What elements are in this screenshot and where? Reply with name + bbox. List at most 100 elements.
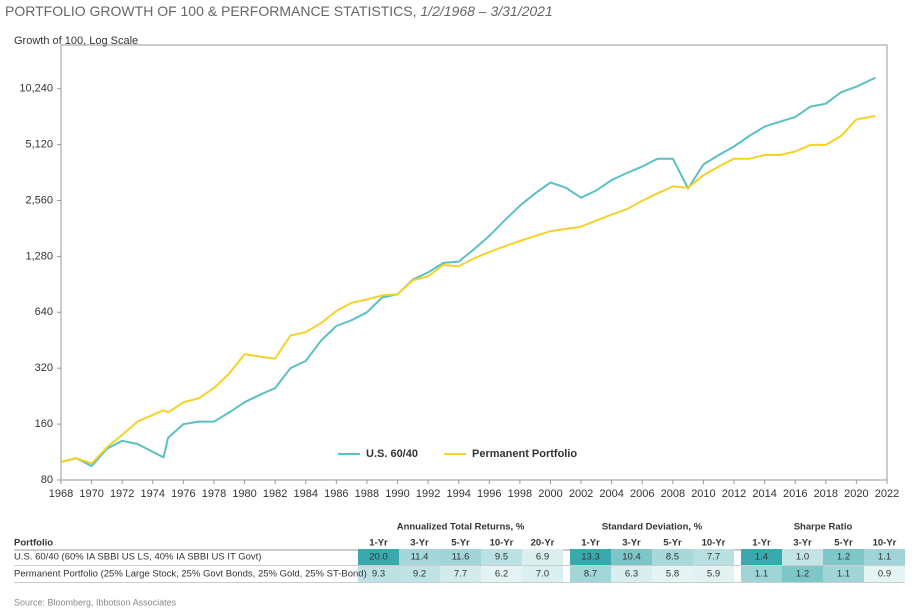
table-cell — [652, 566, 693, 582]
table-cell — [864, 566, 905, 582]
x-tick-label: 2002 — [569, 488, 593, 500]
table-column-header: 5-Yr — [663, 538, 682, 549]
table-column-header: 3-Yr — [410, 538, 429, 549]
table-value: 8.5 — [666, 552, 679, 563]
x-tick-label: 2010 — [691, 488, 715, 500]
x-tick-label: 2012 — [722, 488, 746, 500]
table-column-header: 1-Yr — [369, 538, 388, 549]
table-value: 7.0 — [536, 569, 549, 580]
table-column-header: 10-Yr — [490, 538, 514, 549]
table-cell — [522, 549, 563, 565]
x-tick-label: 1970 — [79, 488, 103, 500]
table-row-name: Permanent Portfolio (25% Large Stock, 25… — [14, 569, 367, 580]
table-row-header: Portfolio — [14, 538, 53, 549]
table-cell — [481, 566, 522, 582]
table-value: 13.3 — [581, 552, 600, 563]
legend-label: Permanent Portfolio — [472, 448, 577, 460]
x-tick-label: 2020 — [844, 488, 868, 500]
x-tick-label: 1982 — [263, 488, 287, 500]
table-row-name: U.S. 60/40 (60% IA SBBI US LS, 40% IA SB… — [14, 552, 261, 563]
title-dates: 1/2/1968 – 3/31/2021 — [420, 3, 552, 19]
table-column-header: 1-Yr — [752, 538, 771, 549]
table-cell — [481, 549, 522, 565]
x-tick-label: 1976 — [171, 488, 195, 500]
x-tick-label: 1978 — [202, 488, 226, 500]
table-cell — [823, 549, 864, 565]
y-axis-label: Growth of 100, Log Scale — [14, 35, 138, 47]
y-tick-label: 320 — [35, 362, 53, 374]
x-tick-label: 1996 — [477, 488, 501, 500]
table-cell — [570, 549, 611, 565]
table-cell — [358, 549, 399, 565]
table-column-header: 10-Yr — [873, 538, 897, 549]
table-value: 1.2 — [837, 552, 850, 563]
table-value: 1.4 — [755, 552, 768, 563]
table-value: 10.4 — [622, 552, 641, 563]
table-cell — [741, 566, 782, 582]
table-value: 9.3 — [372, 569, 385, 580]
x-tick-label: 1994 — [446, 488, 470, 500]
table-column-header: 5-Yr — [834, 538, 853, 549]
table-value: 1.1 — [755, 569, 768, 580]
table-cell — [522, 566, 563, 582]
x-tick-label: 2014 — [752, 488, 776, 500]
table-value: 1.1 — [878, 552, 891, 563]
source: Source: Bloomberg, Ibbotson Associates — [14, 597, 177, 607]
x-tick-label: 1968 — [49, 488, 73, 500]
table-value: 8.7 — [584, 569, 597, 580]
x-tick-label: 2016 — [783, 488, 807, 500]
table-value: 6.2 — [495, 569, 508, 580]
table-cell — [864, 549, 905, 565]
table-column-header: 3-Yr — [793, 538, 812, 549]
table-value: 6.9 — [536, 552, 549, 563]
table-cell — [693, 549, 734, 565]
x-tick-label: 2000 — [538, 488, 562, 500]
table-column-header: 10-Yr — [702, 538, 726, 549]
table-group-header: Annualized Total Returns, % — [397, 522, 525, 533]
y-tick-label: 160 — [35, 418, 53, 430]
table-value: 11.6 — [452, 552, 470, 563]
x-tick-label: 2022 — [875, 488, 899, 500]
x-tick-label: 1986 — [324, 488, 348, 500]
table-value: 9.5 — [495, 552, 508, 563]
x-tick-label: 2006 — [630, 488, 654, 500]
table-value: 5.9 — [707, 569, 720, 580]
title-main: PORTFOLIO GROWTH OF 100 & PERFORMANCE ST… — [5, 3, 420, 19]
x-tick-label: 1990 — [385, 488, 409, 500]
table-cell — [399, 549, 440, 565]
table-cell — [570, 566, 611, 582]
table-value: 1.2 — [796, 569, 809, 580]
legend-label: U.S. 60/40 — [366, 448, 418, 460]
y-tick-label: 1,280 — [25, 250, 53, 262]
table-value: 20.0 — [369, 552, 388, 563]
table-cell — [693, 566, 734, 582]
x-tick-label: 1998 — [508, 488, 532, 500]
table-value: 5.8 — [666, 569, 679, 580]
y-tick-label: 5,120 — [25, 138, 53, 150]
table-group-header: Standard Deviation, % — [602, 522, 703, 533]
table-column-header: 1-Yr — [581, 538, 600, 549]
table-column-header: 3-Yr — [622, 538, 641, 549]
series-line — [60, 76, 876, 468]
table-cell — [611, 566, 652, 582]
table-value: 6.3 — [625, 569, 638, 580]
table-cell — [358, 566, 399, 582]
table-value: 0.9 — [878, 569, 891, 580]
table-value: 7.7 — [454, 569, 467, 580]
table-value: 7.7 — [707, 552, 720, 563]
plot-frame — [60, 44, 888, 481]
table-column-header: 20-Yr — [531, 538, 555, 549]
table-group-header: Sharpe Ratio — [794, 522, 853, 533]
table-value: 1.0 — [796, 552, 809, 563]
x-tick-label: 1988 — [355, 488, 379, 500]
y-tick-label: 640 — [35, 306, 53, 318]
table-cell — [440, 566, 481, 582]
table-cell — [823, 566, 864, 582]
y-tick-label: 80 — [41, 474, 53, 486]
x-tick-label: 2004 — [599, 488, 623, 500]
y-tick-label: 2,560 — [25, 194, 53, 206]
table-cell — [741, 549, 782, 565]
table-cell — [399, 566, 440, 582]
x-tick-label: 1972 — [110, 488, 134, 500]
